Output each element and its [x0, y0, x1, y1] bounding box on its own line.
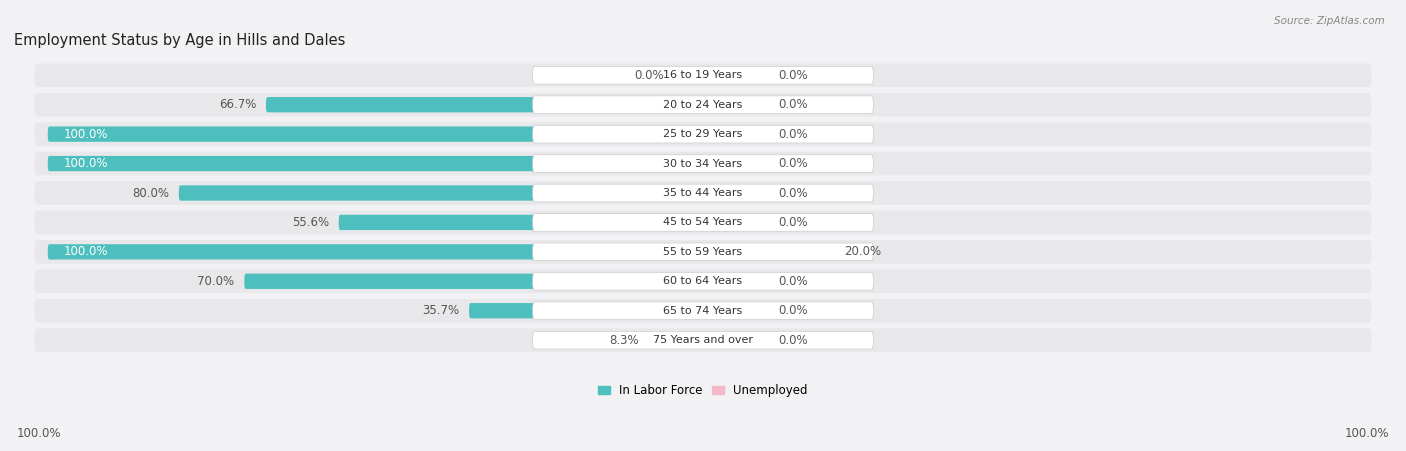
FancyBboxPatch shape: [703, 332, 769, 348]
FancyBboxPatch shape: [48, 244, 703, 259]
Text: 0.0%: 0.0%: [779, 69, 808, 82]
Text: 0.0%: 0.0%: [779, 98, 808, 111]
Legend: In Labor Force, Unemployed: In Labor Force, Unemployed: [593, 379, 813, 402]
Text: 100.0%: 100.0%: [1344, 427, 1389, 440]
FancyBboxPatch shape: [35, 93, 1371, 116]
Text: 0.0%: 0.0%: [779, 216, 808, 229]
FancyBboxPatch shape: [703, 68, 769, 83]
FancyBboxPatch shape: [35, 211, 1371, 234]
Text: Employment Status by Age in Hills and Dales: Employment Status by Age in Hills and Da…: [14, 33, 344, 48]
Text: 0.0%: 0.0%: [779, 275, 808, 288]
FancyBboxPatch shape: [533, 272, 873, 290]
FancyBboxPatch shape: [35, 240, 1371, 264]
FancyBboxPatch shape: [35, 328, 1371, 352]
FancyBboxPatch shape: [703, 156, 769, 171]
FancyBboxPatch shape: [533, 214, 873, 231]
Text: 100.0%: 100.0%: [65, 157, 108, 170]
Text: 80.0%: 80.0%: [132, 187, 169, 199]
Text: 100.0%: 100.0%: [65, 245, 108, 258]
FancyBboxPatch shape: [533, 184, 873, 202]
Text: 35 to 44 Years: 35 to 44 Years: [664, 188, 742, 198]
Text: 0.0%: 0.0%: [779, 157, 808, 170]
Text: 16 to 19 Years: 16 to 19 Years: [664, 70, 742, 80]
FancyBboxPatch shape: [48, 126, 703, 142]
Text: 0.0%: 0.0%: [779, 187, 808, 199]
Text: 66.7%: 66.7%: [219, 98, 256, 111]
FancyBboxPatch shape: [245, 274, 703, 289]
FancyBboxPatch shape: [671, 68, 703, 83]
FancyBboxPatch shape: [533, 125, 873, 143]
FancyBboxPatch shape: [533, 302, 873, 320]
FancyBboxPatch shape: [533, 96, 873, 114]
FancyBboxPatch shape: [35, 181, 1371, 205]
Text: 0.0%: 0.0%: [634, 69, 664, 82]
Text: 45 to 54 Years: 45 to 54 Years: [664, 217, 742, 227]
FancyBboxPatch shape: [35, 152, 1371, 175]
Text: 100.0%: 100.0%: [65, 128, 108, 141]
FancyBboxPatch shape: [703, 244, 834, 259]
Text: 55 to 59 Years: 55 to 59 Years: [664, 247, 742, 257]
Text: 30 to 34 Years: 30 to 34 Years: [664, 159, 742, 169]
FancyBboxPatch shape: [703, 303, 769, 318]
Text: 25 to 29 Years: 25 to 29 Years: [664, 129, 742, 139]
FancyBboxPatch shape: [533, 243, 873, 261]
FancyBboxPatch shape: [703, 274, 769, 289]
FancyBboxPatch shape: [703, 97, 769, 112]
Text: 20.0%: 20.0%: [844, 245, 882, 258]
Text: 0.0%: 0.0%: [779, 304, 808, 317]
FancyBboxPatch shape: [533, 155, 873, 172]
Text: 75 Years and over: 75 Years and over: [652, 335, 754, 345]
Text: 65 to 74 Years: 65 to 74 Years: [664, 306, 742, 316]
Text: 70.0%: 70.0%: [197, 275, 235, 288]
Text: Source: ZipAtlas.com: Source: ZipAtlas.com: [1274, 16, 1385, 26]
FancyBboxPatch shape: [470, 303, 703, 318]
Text: 0.0%: 0.0%: [779, 128, 808, 141]
Text: 55.6%: 55.6%: [291, 216, 329, 229]
FancyBboxPatch shape: [533, 66, 873, 84]
FancyBboxPatch shape: [339, 215, 703, 230]
FancyBboxPatch shape: [533, 331, 873, 349]
FancyBboxPatch shape: [35, 270, 1371, 293]
FancyBboxPatch shape: [179, 185, 703, 201]
FancyBboxPatch shape: [35, 299, 1371, 322]
Text: 35.7%: 35.7%: [422, 304, 460, 317]
FancyBboxPatch shape: [703, 185, 769, 201]
FancyBboxPatch shape: [35, 64, 1371, 87]
FancyBboxPatch shape: [48, 156, 703, 171]
FancyBboxPatch shape: [266, 97, 703, 112]
Text: 8.3%: 8.3%: [609, 334, 638, 347]
FancyBboxPatch shape: [703, 126, 769, 142]
Text: 60 to 64 Years: 60 to 64 Years: [664, 276, 742, 286]
Text: 100.0%: 100.0%: [17, 427, 62, 440]
FancyBboxPatch shape: [703, 215, 769, 230]
Text: 0.0%: 0.0%: [779, 334, 808, 347]
Text: 20 to 24 Years: 20 to 24 Years: [664, 100, 742, 110]
FancyBboxPatch shape: [35, 122, 1371, 146]
FancyBboxPatch shape: [648, 332, 703, 348]
